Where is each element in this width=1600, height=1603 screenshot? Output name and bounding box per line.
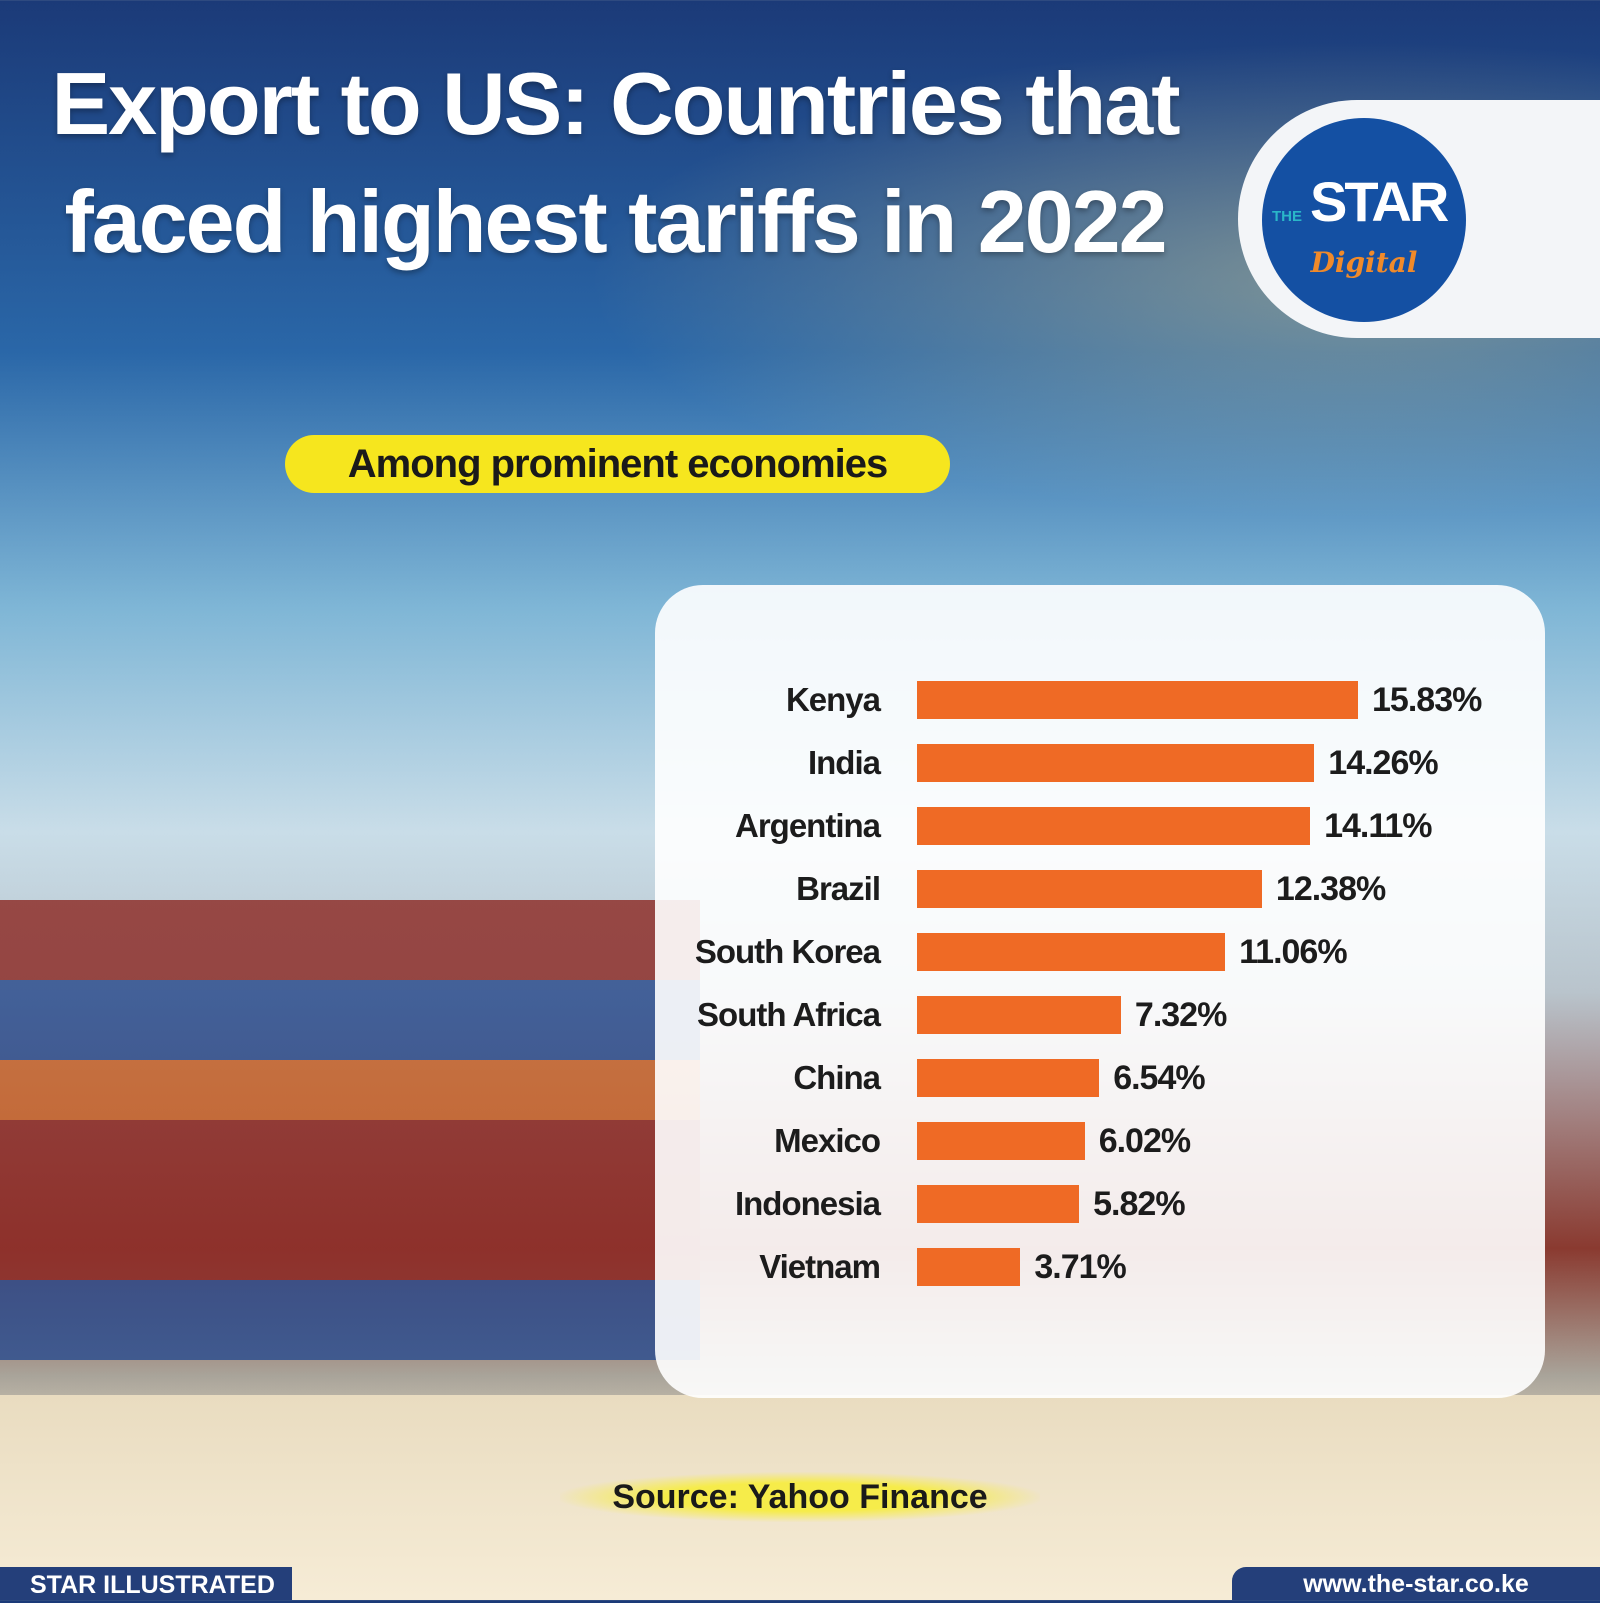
source-note: Source: Yahoo Finance [560,1472,1040,1522]
category-label: South Africa [697,996,881,1033]
bar [917,681,1359,719]
bar [917,996,1121,1034]
category-label: Mexico [774,1122,881,1159]
category-label: Brazil [796,870,881,907]
value-label: 12.38% [1275,870,1386,908]
value-label: 15.83% [1372,681,1482,719]
bar [917,1185,1080,1223]
logo-star-text: STAR [1310,170,1449,233]
value-label: 14.11% [1324,807,1432,845]
value-label: 7.32% [1134,996,1227,1034]
footer-website-link[interactable]: www.the-star.co.ke [1232,1567,1600,1600]
category-label: South Korea [694,933,881,970]
category-label: India [807,744,881,781]
bar [917,933,1226,971]
bar [917,807,1311,845]
value-label: 6.02% [1098,1122,1191,1160]
logo-the-text: THE [1272,208,1302,225]
value-label: 6.54% [1113,1059,1205,1097]
subtitle-badge: Among prominent economies [285,435,950,493]
category-label: Kenya [785,681,881,718]
value-label: 3.71% [1034,1248,1126,1286]
value-label: 5.82% [1093,1185,1185,1223]
bar [917,744,1315,782]
background-containers [0,900,700,1360]
value-label: 11.06% [1239,933,1347,971]
bar [917,1059,1100,1097]
category-label: Indonesia [734,1185,881,1222]
star-digital-logo: THE STAR Digital [1262,118,1466,322]
logo-digital-text: Digital [1310,246,1418,279]
category-label: Vietnam [759,1248,881,1285]
bar [917,1248,1021,1286]
value-label: 14.26% [1328,744,1438,782]
category-label: Argentina [734,807,881,844]
bar [917,870,1262,908]
footer-credit: STAR ILLUSTRATED [0,1567,292,1600]
category-label: China [793,1059,881,1096]
chart-panel: Kenya 15.83% India 14.26% Argentina 14.11% Bra… [655,585,1545,1398]
bar [917,1122,1085,1160]
page-title: Export to US: Countries that faced highe… [51,54,1180,271]
